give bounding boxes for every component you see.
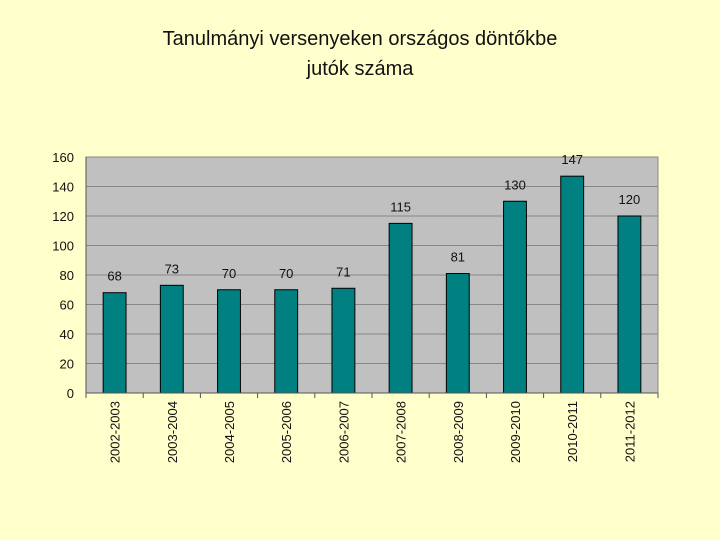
x-tick-label-2004-2005: 2004-2005 xyxy=(222,401,237,463)
axes xyxy=(85,157,659,398)
x-tick-label-2010-2011: 2010-2011 xyxy=(565,401,580,462)
x-tick-label-2003-2004: 2003-2004 xyxy=(165,401,180,463)
bar-2010-2011 xyxy=(560,175,585,394)
y-tick-label: 60 xyxy=(60,298,74,313)
bar-2004-2005 xyxy=(217,289,241,394)
x-tick-label-2011-2012: 2011-2012 xyxy=(622,401,637,462)
data-label-2009-2010: 130 xyxy=(504,177,526,192)
bar-2009-2010 xyxy=(503,200,527,394)
y-tick-label: 120 xyxy=(52,209,74,224)
x-tick-label-2007-2008: 2007-2008 xyxy=(394,401,409,463)
data-label-2004-2005: 70 xyxy=(222,266,236,281)
bar-2007-2008 xyxy=(388,222,413,394)
bar-2005-2006 xyxy=(274,289,299,394)
y-tick-label: 80 xyxy=(60,268,74,283)
y-tick-label: 40 xyxy=(60,327,74,342)
data-label-2002-2003: 68 xyxy=(107,269,121,284)
data-label-2003-2004: 73 xyxy=(165,261,179,276)
x-tick-label-2009-2010: 2009-2010 xyxy=(508,401,523,463)
data-label-2008-2009: 81 xyxy=(451,250,465,265)
y-tick-label: 0 xyxy=(67,386,74,401)
bar-2011-2012 xyxy=(617,215,642,394)
y-tick-label: 140 xyxy=(52,180,74,195)
y-tick-labels: 0 20 40 60 80 100 120 140 160 xyxy=(52,150,74,401)
data-label-2005-2006: 70 xyxy=(279,266,293,281)
data-label-2010-2011: 147 xyxy=(561,152,583,167)
x-tick-label-2006-2007: 2006-2007 xyxy=(336,401,351,463)
bar-2006-2007 xyxy=(331,287,356,394)
chart-title: Tanulmányi versenyeken országos döntőkbe… xyxy=(0,24,720,84)
x-tick-labels: 2002-2003 2003-2004 2004-2005 2005-2006 2006… xyxy=(108,401,638,463)
x-tick-label-2008-2009: 2008-2009 xyxy=(451,401,466,463)
chart-title-line-1: Tanulmányi versenyeken országos döntőkbe xyxy=(162,28,558,50)
bars xyxy=(102,175,642,394)
y-tick-label: 160 xyxy=(52,150,74,165)
chart-title-line-2: jutók száma xyxy=(306,58,414,80)
x-tick-label-2002-2003: 2002-2003 xyxy=(108,401,123,463)
data-label-2006-2007: 71 xyxy=(336,264,350,279)
x-tick-label-2005-2006: 2005-2006 xyxy=(279,401,294,463)
bar-2002-2003 xyxy=(102,292,127,394)
bar-2008-2009 xyxy=(445,273,470,394)
data-labels: 68 73 70 70 71 115 81 130 147 120 xyxy=(107,152,640,284)
y-tick-label: 20 xyxy=(60,357,74,372)
y-tick-label: 100 xyxy=(52,239,74,254)
bar-2003-2004 xyxy=(159,284,184,394)
data-label-2011-2012: 120 xyxy=(619,192,641,207)
data-label-2007-2008: 115 xyxy=(390,199,411,214)
